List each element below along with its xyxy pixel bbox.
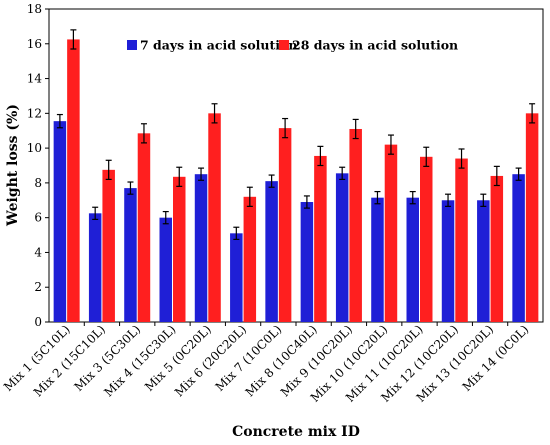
bar-28-days (384, 144, 398, 322)
bar-7-days (477, 200, 490, 322)
bar-7-days (441, 200, 455, 322)
y-tick-label: 10 (27, 141, 42, 155)
bar-28-days (455, 158, 468, 322)
y-tick-label: 4 (34, 245, 42, 259)
legend-swatch (279, 40, 289, 50)
bar-7-days (124, 188, 137, 322)
bars-layer (53, 39, 539, 323)
x-axis-title: Concrete mix ID (232, 424, 360, 440)
bar-7-days (194, 174, 208, 322)
bar-7-days (230, 233, 243, 322)
bar-7-days (300, 202, 314, 322)
y-axis: 0 2 4 6 8 10 12 14 16 18 (27, 2, 49, 329)
bar-28-days (420, 156, 433, 322)
y-axis-title: Weight loss (%) (5, 104, 21, 227)
bar-28-days (67, 39, 80, 323)
bar-7-days (335, 173, 349, 322)
y-tick-label: 2 (34, 280, 42, 294)
y-tick-label: 6 (34, 211, 42, 225)
bar-28-days (243, 196, 257, 322)
bar-7-days (88, 213, 102, 322)
bar-28-days (349, 128, 362, 322)
bar-28-days (525, 113, 539, 322)
bar-28-days (278, 128, 292, 322)
legend-label: 7 days in acid solution (140, 38, 297, 53)
y-tick-label: 8 (34, 176, 42, 190)
bar-28-days (137, 133, 151, 322)
bar-28-days (314, 155, 327, 322)
error-bars-layer (56, 29, 536, 241)
bar-28-days (102, 169, 115, 322)
bar-7-days (512, 174, 525, 322)
legend-label: 28 days in acid solution (292, 38, 458, 53)
x-tick-label: Mix 14 (0C0L) (460, 322, 532, 394)
y-tick-label: 12 (27, 106, 42, 120)
bar-28-days (173, 176, 186, 322)
bar-7-days (159, 217, 172, 322)
x-axis: Mix 1 (5C10L)Mix 2 (15C10L)Mix 3 (5C30L)… (1, 322, 532, 405)
bar-7-days (265, 181, 278, 322)
bar-7-days (371, 197, 384, 322)
y-tick-label: 16 (27, 37, 42, 51)
bar-7-days (53, 121, 67, 323)
y-tick-label: 18 (27, 2, 42, 16)
bar-7-days (406, 197, 419, 322)
legend-swatch (127, 40, 137, 50)
y-tick-label: 0 (34, 315, 42, 329)
y-tick-label: 14 (27, 72, 43, 86)
bar-28-days (490, 175, 504, 322)
plot-frame (48, 8, 544, 323)
bar-28-days (208, 113, 221, 322)
